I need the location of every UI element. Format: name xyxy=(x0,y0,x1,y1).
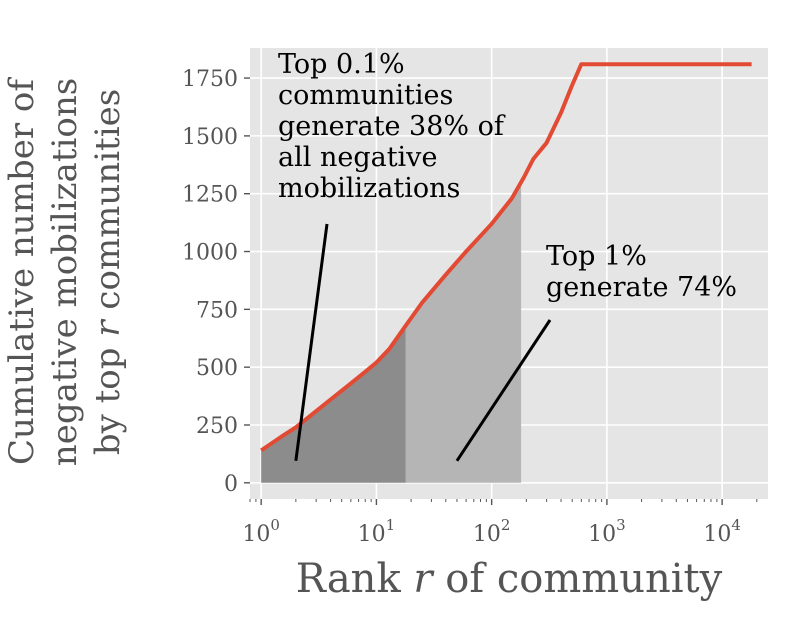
y-axis-ticks: 0 250 500 750 1000 1250 1500 1750 xyxy=(182,67,250,497)
annotation-text: Top 0.1% communities generate 38% of all ne… xyxy=(278,49,506,204)
y-tick-label: 1500 xyxy=(182,125,238,150)
annotation-text: Top 1% generate 74% xyxy=(546,241,737,303)
x-tick-label: 101 xyxy=(358,516,396,547)
x-tick-label: 103 xyxy=(588,516,626,547)
x-axis-ticks: 100 101 102 103 104 xyxy=(242,499,758,547)
y-tick-label: 1000 xyxy=(182,241,238,266)
x-tick-label: 100 xyxy=(242,516,280,547)
annotation-pointers xyxy=(294,223,552,462)
annotation-pointer xyxy=(455,319,552,462)
annotation-pointer xyxy=(294,223,329,462)
x-axis-label: Rank r of community xyxy=(296,556,723,602)
y-tick-label: 500 xyxy=(196,356,238,381)
series-lines xyxy=(260,62,752,453)
y-tick-label: 0 xyxy=(224,472,238,497)
x-tick-label: 102 xyxy=(473,516,511,547)
y-tick-label: 1250 xyxy=(182,183,238,208)
y-tick-label: 250 xyxy=(196,414,238,439)
annotations: Top 0.1% communities generate 38% of all ne… xyxy=(278,49,737,303)
series-line xyxy=(260,62,752,453)
y-axis-label: Cumulative number ofnegative mobilizatio… xyxy=(2,77,128,467)
y-tick-label: 750 xyxy=(196,298,238,323)
y-tick-label: 1750 xyxy=(182,67,238,92)
x-tick-label: 104 xyxy=(703,516,741,547)
